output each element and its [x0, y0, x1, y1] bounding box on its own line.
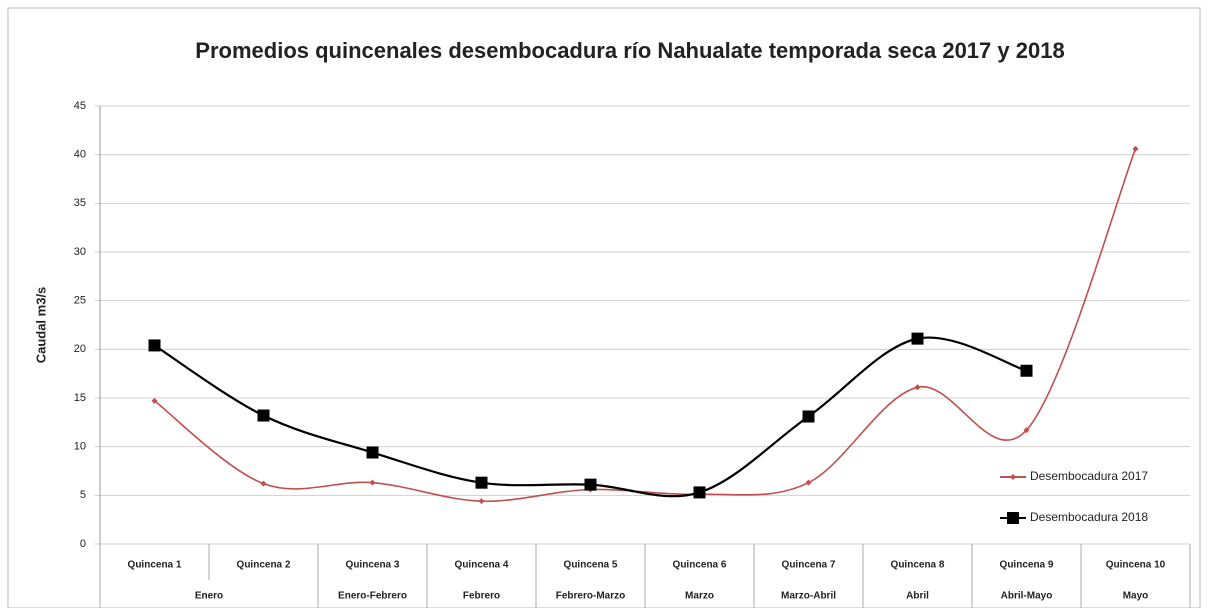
- legend-label: Desembocadura 2017: [1030, 469, 1148, 483]
- y-tick-label: 25: [74, 295, 86, 307]
- x-group-label: Febrero: [463, 591, 500, 602]
- chart-title: Promedios quincenales desembocadura río …: [195, 38, 1064, 63]
- x-tick-label: Quincena 9: [1000, 560, 1054, 571]
- x-group-label: Abril: [906, 591, 929, 602]
- x-group-label: Marzo: [685, 591, 714, 602]
- data-point: [584, 478, 597, 491]
- data-point: [1023, 427, 1030, 434]
- x-group-label: Mayo: [1123, 591, 1149, 602]
- data-point: [151, 397, 158, 404]
- data-point: [260, 480, 267, 487]
- x-group-label: Marzo-Abril: [781, 591, 836, 602]
- y-tick-label: 0: [80, 538, 86, 550]
- legend-marker: [1007, 512, 1019, 524]
- legend-marker: [1010, 474, 1016, 480]
- x-tick-label: Quincena 5: [564, 560, 618, 571]
- data-point: [802, 410, 815, 423]
- data-point: [693, 486, 706, 499]
- legend-label: Desembocadura 2018: [1030, 510, 1148, 524]
- data-point: [914, 384, 921, 391]
- data-point: [148, 339, 161, 352]
- x-group-label: Abril-Mayo: [1001, 591, 1053, 602]
- y-tick-label: 15: [74, 392, 86, 404]
- data-point: [805, 479, 812, 486]
- data-point: [911, 332, 924, 345]
- data-point: [366, 446, 379, 459]
- y-tick-label: 40: [74, 149, 86, 161]
- y-tick-label: 30: [74, 246, 86, 258]
- data-point: [1132, 145, 1139, 152]
- data-point: [475, 476, 488, 489]
- data-point: [1020, 364, 1033, 377]
- x-tick-label: Quincena 6: [673, 560, 727, 571]
- chart-frame: [7, 7, 1201, 608]
- data-point: [478, 498, 485, 505]
- x-tick-label: Quincena 7: [782, 560, 836, 571]
- y-tick-label: 10: [74, 441, 86, 453]
- y-tick-label: 45: [74, 100, 86, 112]
- y-tick-label: 35: [74, 197, 86, 209]
- x-group-label: Febrero-Marzo: [556, 591, 625, 602]
- data-point: [369, 479, 376, 486]
- x-tick-label: Quincena 3: [346, 560, 400, 571]
- y-tick-label: 5: [80, 489, 86, 501]
- x-group-label: Enero-Febrero: [338, 591, 407, 602]
- y-axis-label: Caudal m3/s: [33, 287, 48, 364]
- x-tick-label: Quincena 10: [1106, 560, 1166, 571]
- y-tick-label: 20: [74, 343, 86, 355]
- x-group-label: Enero: [195, 591, 223, 602]
- x-tick-label: Quincena 2: [237, 560, 291, 571]
- x-tick-label: Quincena 1: [128, 560, 182, 571]
- x-tick-label: Quincena 4: [455, 560, 509, 571]
- x-tick-label: Quincena 8: [891, 560, 945, 571]
- data-point: [257, 409, 270, 422]
